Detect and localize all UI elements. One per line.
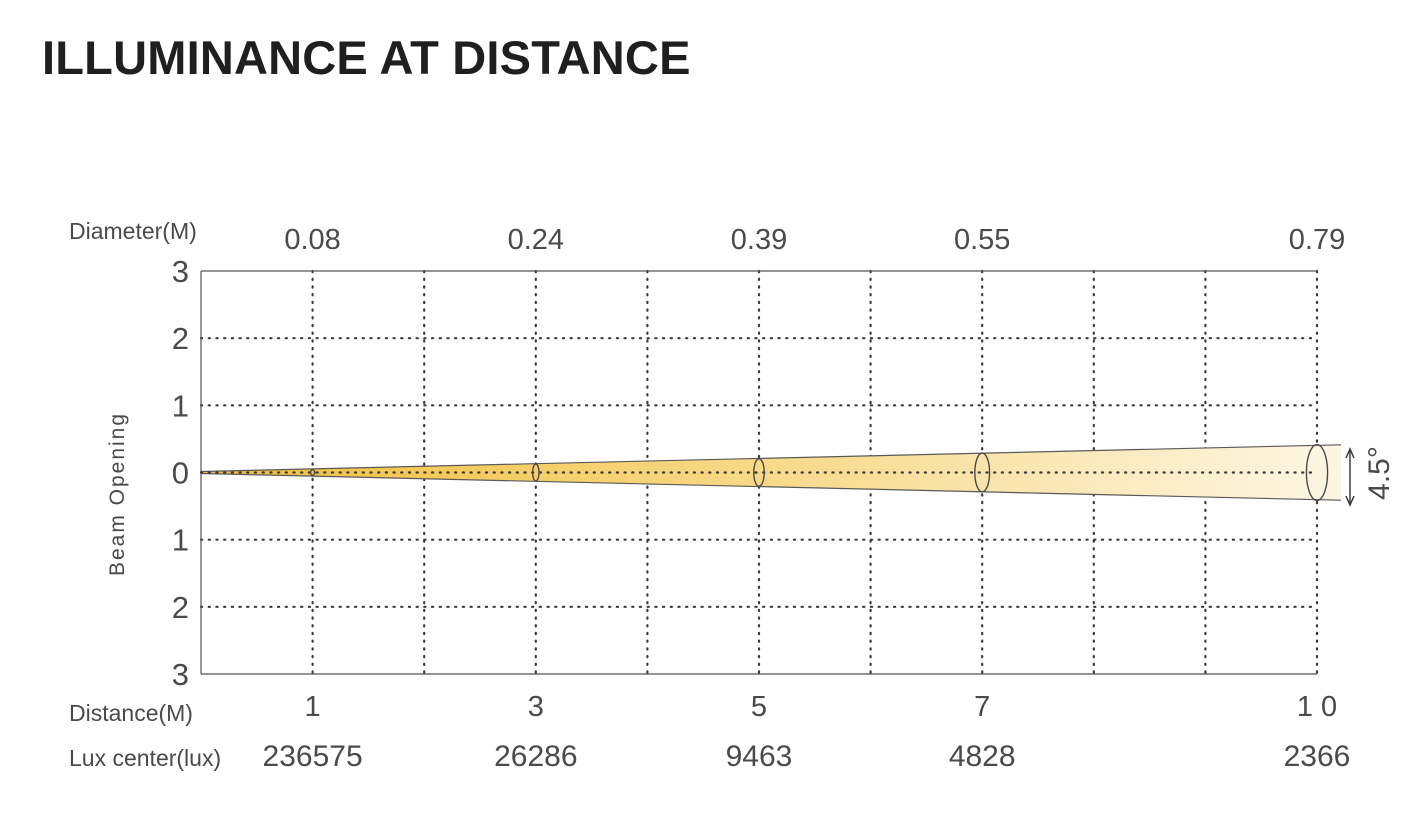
lux-value-label: 2366 bbox=[1284, 740, 1351, 773]
beam-opening-label: Beam Opening bbox=[106, 412, 129, 576]
beam-cross-section bbox=[309, 468, 316, 477]
y-tick-label: 1 bbox=[172, 523, 189, 558]
y-tick-label: 2 bbox=[172, 321, 189, 356]
beam-edge-top bbox=[200, 444, 1342, 473]
beam bbox=[199, 443, 1342, 502]
lux-value-label: 26286 bbox=[494, 740, 577, 773]
tick-labels: 0.08 1 236575 0.24 3 26286 0.39 5 9463 0.55 7 4828 0… bbox=[172, 224, 1351, 773]
lux-axis-label: Lux center(lux) bbox=[69, 745, 221, 771]
diameter-value-label: 0.55 bbox=[954, 224, 1010, 256]
lux-value-label: 9463 bbox=[726, 740, 793, 773]
beam-edge-bottom bbox=[200, 472, 1342, 501]
y-tick-label: 3 bbox=[172, 254, 189, 289]
diameter-value-label: 0.24 bbox=[508, 224, 564, 256]
distance-tick-label: 1 0 bbox=[1297, 691, 1337, 723]
distance-tick-label: 7 bbox=[974, 691, 990, 723]
lux-value-label: 4828 bbox=[949, 740, 1016, 773]
diameter-value-label: 0.79 bbox=[1289, 224, 1345, 256]
diameter-value-label: 0.08 bbox=[284, 224, 340, 256]
distance-tick-label: 3 bbox=[528, 691, 544, 723]
y-tick-label: 2 bbox=[172, 590, 189, 625]
diameter-axis-label: Diameter(M) bbox=[69, 218, 197, 244]
y-tick-label: 3 bbox=[172, 657, 189, 692]
beam-angle-label: 4.5° bbox=[1363, 446, 1396, 500]
lux-value-label: 236575 bbox=[263, 740, 363, 773]
beam-cross-section bbox=[1305, 443, 1329, 502]
beam-cross-section bbox=[753, 458, 765, 487]
beam-cross-section bbox=[974, 452, 991, 493]
beam-cross-section bbox=[531, 463, 540, 482]
beam-angle-marker: 4.5° bbox=[1345, 446, 1396, 507]
y-tick-label: 1 bbox=[172, 388, 189, 423]
distance-tick-label: 5 bbox=[751, 691, 767, 723]
y-tick-label: 0 bbox=[172, 456, 189, 491]
distance-axis-label: Distance(M) bbox=[69, 700, 193, 726]
page-title: ILLUMINANCE AT DISTANCE bbox=[42, 31, 691, 84]
diameter-value-label: 0.39 bbox=[731, 224, 787, 256]
distance-tick-label: 1 bbox=[305, 691, 321, 723]
